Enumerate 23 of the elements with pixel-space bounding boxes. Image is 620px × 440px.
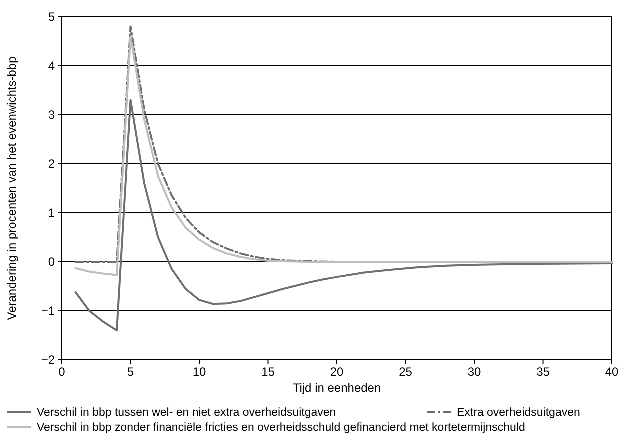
x-axis-title: Tijd in eenheden xyxy=(292,381,382,395)
y-tick-label: 0 xyxy=(48,255,56,269)
y-tick-label: 2 xyxy=(48,157,56,171)
y-tick-label: 5 xyxy=(48,10,56,24)
x-tick-label: 20 xyxy=(330,365,344,379)
y-tick-label: −2 xyxy=(41,353,56,367)
line-series xyxy=(74,99,613,332)
x-tick-label: 40 xyxy=(605,365,619,379)
x-tick-label: 5 xyxy=(127,365,134,379)
legend-label: Verschil in bbp tussen wel- en niet extra overheidsuitgaven xyxy=(37,407,336,419)
y-tick-label: 1 xyxy=(48,206,56,220)
x-tick-label: 15 xyxy=(262,365,276,379)
legend-label: Extra overheidsuitgaven xyxy=(457,407,580,419)
y-tick-label: 3 xyxy=(48,108,56,122)
y-tick-label: −1 xyxy=(41,304,56,318)
x-tick-label: 0 xyxy=(58,365,66,379)
x-tick-label: 25 xyxy=(399,365,413,379)
x-tick-label: 35 xyxy=(536,365,550,379)
y-axis-title: Verandering in procenten van het evenwichts-bbp xyxy=(5,56,19,320)
x-tick-label: 30 xyxy=(468,365,482,379)
legend-label: Verschil in bbp zonder financiële fricties en overheidsschuld gefinancierd met kortetermijnschuld xyxy=(37,422,526,434)
x-tick-label: 10 xyxy=(192,365,206,379)
y-tick-label: 4 xyxy=(48,59,56,73)
